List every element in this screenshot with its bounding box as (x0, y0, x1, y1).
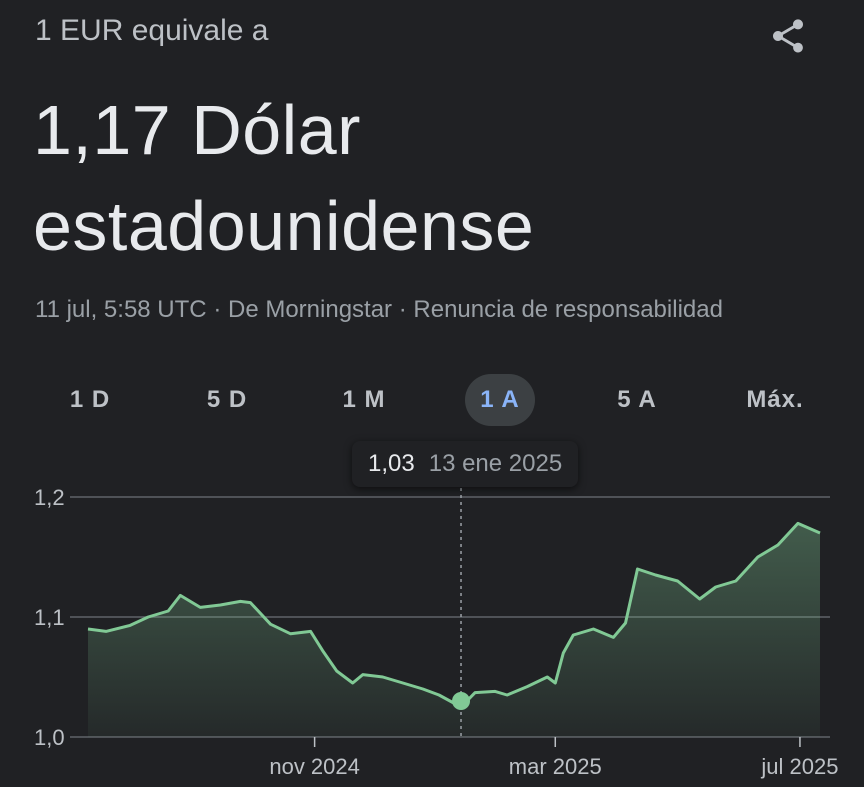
exchange-rate-chart[interactable]: 1,2 1,1 1,0 nov 2024 mar 2025 jul 2025 (0, 470, 864, 787)
y-tick-label: 1,2 (34, 485, 65, 510)
disclaimer-link[interactable]: Renuncia de responsabilidad (413, 296, 723, 323)
highlight-point (452, 692, 471, 710)
tab-5d[interactable]: 5 D (206, 386, 248, 413)
tab-1a[interactable]: 1 A (465, 374, 535, 426)
converted-value-line1: 1,17 Dólar (33, 91, 361, 169)
conversion-subtitle: 1 EUR equivale a (35, 14, 269, 47)
x-tick-label: jul 2025 (760, 754, 838, 779)
share-button[interactable] (764, 12, 812, 60)
source-info: 11 jul, 5:58 UTC · De Morningstar · Renu… (35, 296, 723, 324)
tab-1m[interactable]: 1 M (342, 386, 386, 413)
share-icon (773, 19, 803, 53)
separator: · (398, 296, 407, 323)
timestamp: 11 jul, 5:58 UTC (35, 296, 207, 323)
x-tick-label: mar 2025 (509, 754, 602, 779)
y-tick-label: 1,0 (34, 725, 65, 750)
converted-currency-name: estadounidense (33, 187, 535, 265)
y-tick-label: 1,1 (34, 605, 65, 630)
range-tabs: 1 D 5 D 1 M 1 A 5 A Máx. (0, 374, 864, 428)
data-provider: De Morningstar (227, 296, 393, 323)
separator: · (213, 296, 222, 323)
tab-max[interactable]: Máx. (746, 386, 804, 413)
converted-value: 1,17 Dólar estadounidense (33, 82, 534, 274)
chart-tooltip: 1,03 13 ene 2025 (352, 441, 579, 487)
x-tick-label: nov 2024 (269, 754, 360, 779)
tab-1d[interactable]: 1 D (69, 386, 111, 413)
tooltip-value: 1,03 (368, 450, 415, 477)
tooltip-date: 13 ene 2025 (428, 450, 563, 477)
tab-5a[interactable]: 5 A (617, 386, 657, 413)
